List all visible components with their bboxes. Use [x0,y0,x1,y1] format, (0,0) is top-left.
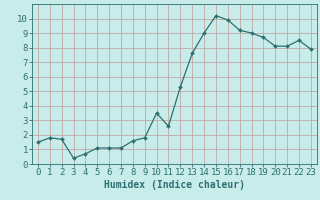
X-axis label: Humidex (Indice chaleur): Humidex (Indice chaleur) [104,180,245,190]
